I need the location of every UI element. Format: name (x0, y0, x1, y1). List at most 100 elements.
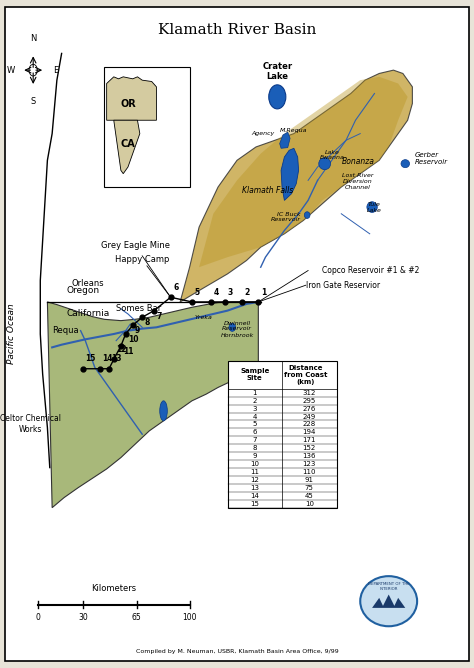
Text: 7: 7 (156, 312, 162, 321)
Text: 295: 295 (303, 397, 316, 403)
Text: 9: 9 (253, 453, 257, 459)
Polygon shape (281, 148, 299, 200)
Text: 228: 228 (303, 422, 316, 428)
Text: 12: 12 (250, 477, 259, 483)
Text: Requa: Requa (52, 326, 79, 335)
Text: Iron Gate Reservior: Iron Gate Reservior (306, 281, 380, 290)
Text: 65: 65 (132, 613, 141, 621)
FancyBboxPatch shape (5, 7, 469, 661)
FancyBboxPatch shape (228, 361, 337, 508)
Text: 249: 249 (303, 413, 316, 420)
Ellipse shape (304, 212, 310, 218)
Text: DEPARTMENT OF THE
INTERIOR: DEPARTMENT OF THE INTERIOR (368, 582, 410, 591)
Text: 13: 13 (111, 355, 122, 363)
Text: 312: 312 (302, 389, 316, 395)
Ellipse shape (160, 401, 167, 421)
Text: Lake
Ewanna: Lake Ewanna (319, 150, 344, 160)
Text: Distance
from Coast
(km): Distance from Coast (km) (284, 365, 328, 385)
Text: 91: 91 (305, 477, 314, 483)
Text: Compiled by M. Neuman, USBR, Klamath Basin Area Office, 9/99: Compiled by M. Neuman, USBR, Klamath Bas… (136, 649, 338, 654)
Text: 123: 123 (302, 461, 316, 467)
Text: 276: 276 (302, 405, 316, 411)
Text: 11: 11 (250, 469, 259, 475)
Text: Grey Eagle Mine: Grey Eagle Mine (100, 242, 170, 250)
Text: Yreka: Yreka (195, 315, 213, 320)
Text: Copco Reservoir #1 & #2: Copco Reservoir #1 & #2 (322, 266, 419, 275)
Ellipse shape (401, 160, 410, 168)
Text: 5: 5 (194, 288, 200, 297)
Text: 8: 8 (253, 446, 257, 451)
Text: Pacific Ocean: Pacific Ocean (8, 304, 16, 364)
Text: IC Buck
Reservoir: IC Buck Reservoir (271, 212, 301, 222)
Text: 9: 9 (135, 327, 140, 335)
Text: 2: 2 (244, 288, 249, 297)
Text: OR: OR (120, 99, 136, 108)
Text: CA: CA (120, 139, 136, 148)
Text: S: S (30, 97, 36, 106)
Text: N: N (30, 34, 36, 43)
Text: Celtor Chemical
Works: Celtor Chemical Works (0, 414, 61, 434)
Polygon shape (114, 120, 140, 174)
Text: M.Requa: M.Requa (280, 128, 308, 133)
Text: Crater
Lake: Crater Lake (262, 62, 292, 81)
Text: 10: 10 (305, 501, 314, 507)
Text: E: E (53, 65, 58, 75)
Text: 152: 152 (303, 446, 316, 451)
Text: 6: 6 (253, 430, 257, 436)
Text: 75: 75 (305, 485, 314, 491)
Text: Agency: Agency (251, 131, 274, 136)
Text: 171: 171 (302, 438, 316, 444)
Ellipse shape (319, 158, 331, 170)
Text: W: W (7, 65, 15, 75)
Text: 3: 3 (253, 405, 257, 411)
Text: 2: 2 (253, 397, 257, 403)
Text: California: California (66, 309, 109, 317)
Text: Oregon: Oregon (66, 287, 100, 295)
Text: 8: 8 (145, 319, 150, 327)
Text: 110: 110 (302, 469, 316, 475)
Text: 15: 15 (250, 501, 259, 507)
Text: 10: 10 (128, 335, 138, 344)
Ellipse shape (229, 323, 236, 331)
Text: 14: 14 (102, 355, 112, 363)
Text: Dwinnell
Reservoir: Dwinnell Reservoir (222, 321, 252, 331)
Ellipse shape (367, 202, 377, 212)
Text: Sample
Site: Sample Site (240, 368, 269, 381)
Polygon shape (280, 132, 290, 148)
Text: 136: 136 (302, 453, 316, 459)
FancyBboxPatch shape (104, 67, 190, 187)
Text: 14: 14 (250, 493, 259, 499)
Polygon shape (107, 77, 156, 120)
Text: 7: 7 (253, 438, 257, 444)
Text: Somes Bar: Somes Bar (116, 304, 161, 313)
Text: 4: 4 (253, 413, 257, 420)
Text: 12: 12 (116, 345, 127, 354)
Text: 15: 15 (85, 355, 96, 363)
Text: 100: 100 (182, 613, 197, 621)
Text: 45: 45 (305, 493, 314, 499)
Text: 1: 1 (261, 288, 266, 297)
Text: 6: 6 (173, 283, 178, 292)
Ellipse shape (360, 576, 417, 627)
Text: Lost River
Diversion
Channel: Lost River Diversion Channel (342, 174, 374, 190)
Text: Orleans: Orleans (71, 279, 104, 289)
Text: Klamath River Basin: Klamath River Basin (158, 23, 316, 37)
Text: 5: 5 (253, 422, 257, 428)
Text: Gerber
Reservoir: Gerber Reservoir (415, 152, 448, 166)
Circle shape (269, 85, 286, 109)
Text: Happy Camp: Happy Camp (115, 255, 169, 264)
Text: 194: 194 (302, 430, 316, 436)
Text: Klamath Falls: Klamath Falls (242, 186, 293, 195)
Text: 3: 3 (228, 288, 233, 297)
Text: Hornbrook: Hornbrook (220, 333, 254, 338)
Polygon shape (180, 70, 412, 302)
Text: Kilometers: Kilometers (91, 584, 137, 593)
Text: Tule
Lake: Tule Lake (367, 202, 382, 212)
Polygon shape (47, 302, 258, 508)
Text: 0: 0 (36, 613, 40, 621)
Text: 1: 1 (253, 389, 257, 395)
Text: 10: 10 (250, 461, 259, 467)
Polygon shape (372, 595, 405, 608)
Text: 13: 13 (250, 485, 259, 491)
Text: 11: 11 (123, 347, 134, 356)
